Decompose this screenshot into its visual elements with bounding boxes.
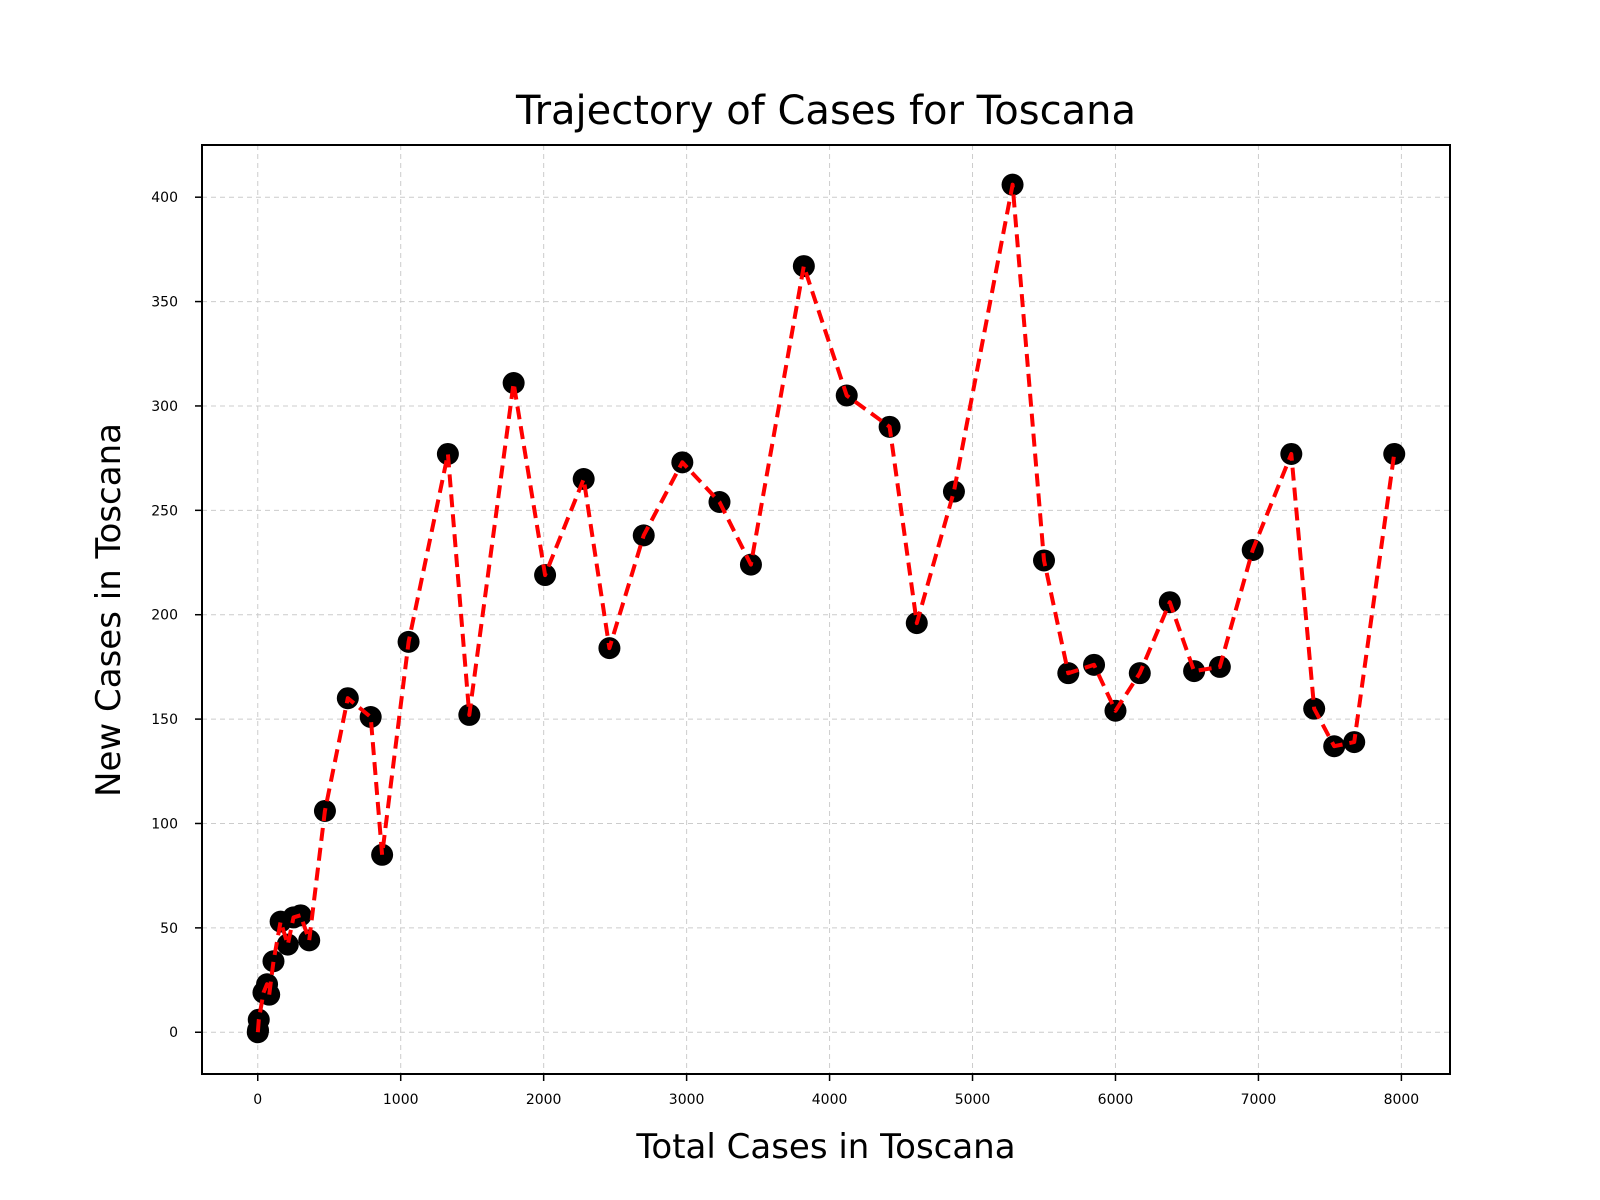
- y-tick-label: 50: [160, 921, 178, 937]
- y-tick-label: 100: [151, 816, 178, 832]
- series-line: [255, 182, 1397, 1033]
- data-point: [298, 929, 321, 952]
- x-tick-label: 5000: [955, 1092, 991, 1108]
- data-point: [276, 933, 299, 956]
- y-tick-label: 300: [151, 399, 178, 415]
- data-point: [792, 255, 815, 278]
- x-tick-label: 2000: [526, 1092, 562, 1108]
- chart-title: Trajectory of Cases for Toscana: [515, 88, 1136, 134]
- x-tick-label: 0: [253, 1092, 262, 1108]
- data-point: [371, 843, 394, 866]
- axis-ticks: 0 1000 2000 3000 4000 5000 6000 7000 8000 0 50 100 1…: [151, 190, 1419, 1108]
- y-axis-label: New Cases in Toscana: [89, 423, 129, 797]
- data-point: [262, 950, 285, 973]
- x-tick-label: 1000: [383, 1092, 419, 1108]
- data-point: [1183, 660, 1206, 683]
- x-axis-label: Total Cases in Toscana: [635, 1127, 1015, 1167]
- y-tick-label: 400: [151, 190, 178, 206]
- data-point: [1383, 442, 1406, 465]
- y-tick-label: 150: [151, 712, 178, 728]
- plot-frame: [201, 144, 1451, 1075]
- x-tick-label: 7000: [1241, 1092, 1277, 1108]
- data-point: [942, 480, 965, 503]
- data-point: [289, 904, 312, 927]
- data-point: [572, 468, 595, 491]
- y-tick-label: 350: [151, 295, 178, 311]
- y-tick-label: 200: [151, 608, 178, 624]
- x-tick-label: 4000: [812, 1092, 848, 1108]
- y-tick-label: 0: [169, 1025, 178, 1041]
- x-tick-label: 3000: [669, 1092, 705, 1108]
- series-layer: [246, 173, 1406, 1044]
- x-tick-label: 8000: [1384, 1092, 1420, 1108]
- data-point: [436, 442, 459, 465]
- x-tick-label: 6000: [1098, 1092, 1134, 1108]
- data-point: [502, 371, 525, 394]
- grid: [202, 145, 1450, 1074]
- y-tick-label: 250: [151, 503, 178, 519]
